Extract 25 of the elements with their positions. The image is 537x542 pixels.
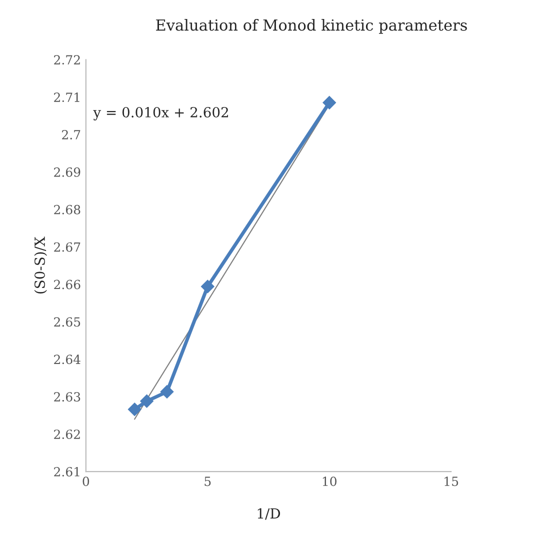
x-tick-label: 0 [82,476,90,486]
point [128,402,142,416]
y-tick-label: 2.72 [54,55,80,65]
y-tick-label: 2.7 [62,130,80,140]
x-tick-label: 15 [444,476,458,486]
x-tick-label: 5 [204,476,211,486]
y-tick-label: 2.64 [54,354,80,364]
y-tick-label: 2.67 [54,242,80,252]
y-tick-label: 2.71 [54,92,80,102]
x-tick-label: 10 [322,476,336,486]
y-tick-label: 2.69 [54,167,80,177]
point [160,385,174,398]
annotation: y = 0.010x + 2.602 [93,106,228,120]
point [201,280,214,294]
y-tick-label: 2.65 [54,317,80,327]
y-tick-label: 2.61 [54,467,80,476]
chart-title: Evaluation of Monod kinetic parameters [156,18,467,34]
y-tick-label: 2.62 [54,430,80,440]
x-axis-title: 1/D [258,508,280,520]
point [322,96,336,110]
y-tick-label: 2.68 [54,204,80,214]
y-axis-title: (S0-S)/X [34,236,47,294]
y-tick-label: 2.63 [54,392,80,402]
y-tick-label: 2.66 [54,280,80,290]
point [140,394,154,408]
